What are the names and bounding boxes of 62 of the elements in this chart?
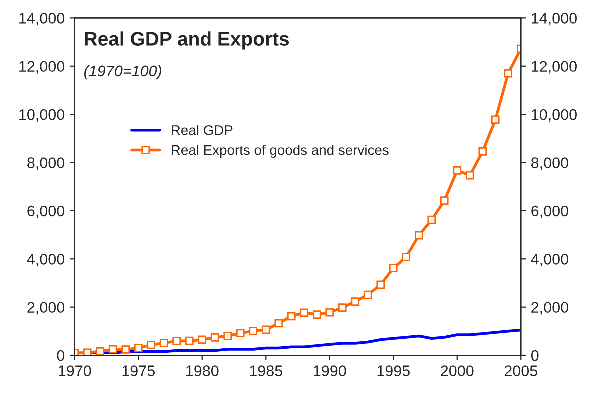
point	[491, 116, 500, 124]
point	[364, 290, 372, 300]
y-tick-label: 14,000	[20, 13, 65, 26]
text: (1970=100)	[84, 65, 162, 80]
x-tick-label: 1980	[186, 366, 219, 376]
legend-label: Real GDP	[172, 125, 233, 136]
point	[326, 308, 334, 317]
point	[428, 216, 436, 224]
point	[351, 298, 360, 306]
y2-tick-label: 6,000	[532, 206, 568, 218]
point	[287, 312, 296, 321]
point	[376, 280, 386, 290]
x-tick-label: 1990	[314, 366, 346, 376]
y2-tick-label: 4,000	[531, 254, 568, 267]
point	[402, 253, 411, 262]
point	[338, 304, 347, 312]
y2-tick-label: 8,000	[532, 158, 568, 170]
point	[198, 336, 207, 344]
point	[504, 69, 513, 78]
point	[224, 332, 232, 340]
y-tick-label: 2,000	[28, 302, 65, 315]
point	[147, 340, 156, 350]
point	[453, 166, 462, 175]
point	[185, 336, 194, 346]
point	[478, 148, 488, 156]
point	[466, 171, 474, 180]
y-tick-label: 0	[57, 350, 65, 362]
point	[262, 326, 270, 334]
point	[389, 264, 398, 272]
point	[160, 339, 168, 348]
y2-tick-label: 0	[531, 350, 539, 362]
point	[249, 327, 258, 336]
point	[83, 348, 92, 356]
x-tick-label: 1985	[250, 366, 282, 376]
y-tick-label: 10,000	[20, 109, 65, 122]
point	[300, 308, 309, 318]
legend-label: Real Exports of goods and services	[172, 145, 389, 158]
y-tick-label: 6,000	[28, 206, 65, 218]
point	[236, 329, 245, 338]
point	[96, 348, 105, 356]
x-tick-label: 1975	[122, 366, 155, 376]
point	[210, 334, 220, 342]
y2-tick-label: 2,000	[532, 302, 568, 315]
y-tick-label: 12,000	[20, 61, 65, 74]
point	[312, 310, 322, 319]
point	[108, 345, 118, 354]
x-tick-label: 2000	[441, 366, 474, 376]
y-tick-label: 4,000	[27, 254, 65, 267]
point	[440, 196, 449, 205]
y2-tick-label: 12,000	[532, 61, 577, 74]
point	[274, 319, 284, 328]
point	[122, 346, 130, 354]
text: Real GDP and Exports	[85, 32, 290, 50]
y2-tick-label: 14,000	[532, 13, 577, 26]
point	[414, 231, 424, 240]
point	[134, 344, 143, 352]
x-tick-label: 2005	[504, 366, 538, 376]
x-tick-label: 1995	[378, 366, 410, 376]
x-tick-label: 1970	[59, 366, 92, 376]
y2-tick-label: 10,000	[532, 109, 577, 122]
y-tick-label: 8,000	[28, 158, 65, 170]
point	[172, 337, 182, 346]
